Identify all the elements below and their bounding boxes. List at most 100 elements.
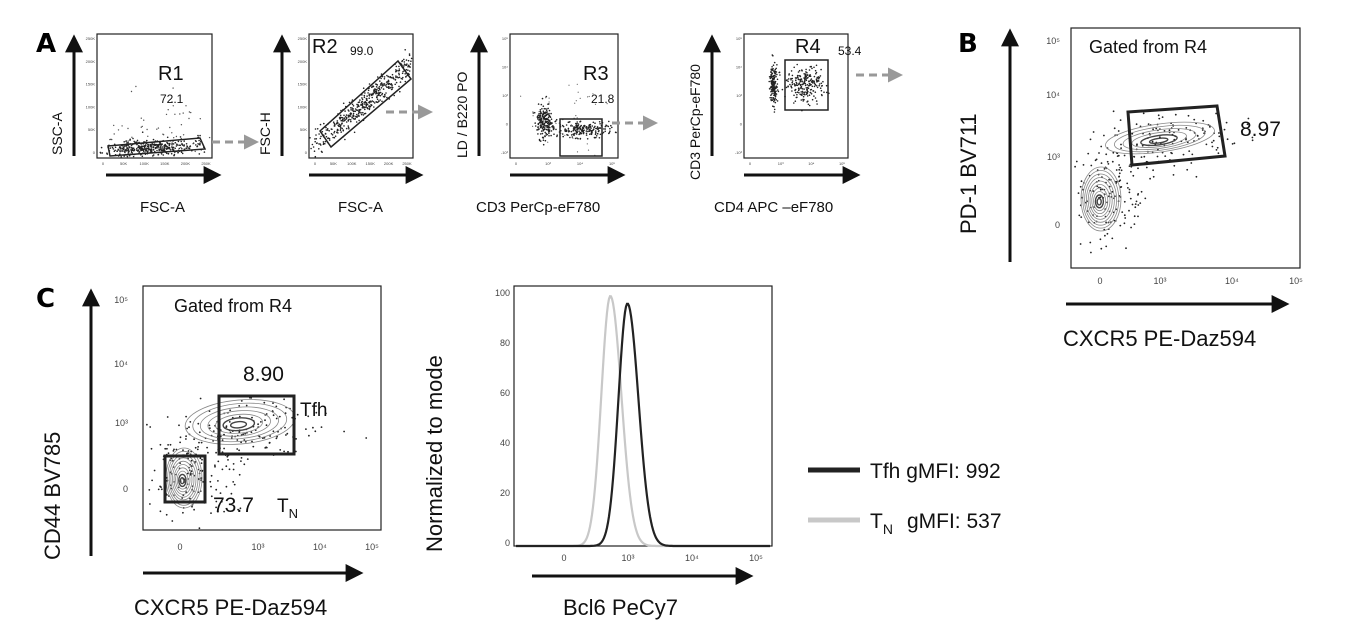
event-dot <box>1123 200 1126 203</box>
event-dot <box>1145 166 1148 169</box>
event-dot <box>539 116 541 119</box>
event-dot <box>166 416 169 418</box>
event-dot <box>370 104 373 106</box>
event-dot <box>153 469 156 472</box>
event-dot <box>799 84 802 87</box>
event-dot <box>819 87 822 89</box>
event-dot <box>185 491 188 494</box>
event-dot <box>368 101 370 104</box>
event-dot <box>127 140 129 142</box>
x-tick-label: 0 <box>561 553 566 563</box>
event-dot <box>295 438 297 440</box>
legend-label-tfh: Tfh gMFI: 992 <box>870 460 1001 483</box>
event-dot <box>1182 153 1185 156</box>
event-dot <box>541 108 543 110</box>
event-dot <box>355 115 358 118</box>
event-dot <box>541 127 544 130</box>
event-dot <box>576 131 579 134</box>
event-dot <box>772 97 775 99</box>
event-dot <box>795 79 797 81</box>
event-dot <box>252 445 255 448</box>
event-dot <box>161 146 164 148</box>
event-dot <box>771 90 773 92</box>
event-dot <box>136 139 139 142</box>
event-dot <box>265 446 267 449</box>
event-dot <box>537 128 540 130</box>
plot-frame <box>509 33 619 159</box>
event-dot <box>606 103 608 105</box>
event-dot <box>1118 168 1121 171</box>
event-dot <box>331 134 334 136</box>
event-dot <box>162 133 164 135</box>
event-dot <box>604 125 607 128</box>
event-dot <box>1107 163 1110 165</box>
event-dot <box>320 144 322 146</box>
event-dot <box>404 73 407 75</box>
event-dot <box>160 488 163 491</box>
event-dot <box>410 57 413 60</box>
event-dot <box>360 101 363 103</box>
event-dot <box>1077 192 1080 195</box>
event-dot <box>386 74 388 77</box>
event-dot <box>379 84 382 86</box>
contour-line <box>229 420 248 429</box>
event-dot <box>576 121 578 123</box>
event-dot <box>129 139 131 141</box>
event-dot <box>183 140 185 142</box>
event-dot <box>118 146 121 148</box>
event-dot <box>1128 191 1131 194</box>
event-dot <box>607 125 610 128</box>
event-dot <box>547 103 549 105</box>
event-dot <box>806 74 809 76</box>
event-dot <box>394 83 397 86</box>
event-dot <box>146 151 149 153</box>
event-dot <box>296 413 299 416</box>
event-dot <box>210 512 212 514</box>
event-dot <box>377 87 379 89</box>
event-dot <box>595 136 597 139</box>
event-dot <box>123 145 126 147</box>
event-dot <box>263 401 266 404</box>
event-dot <box>1152 175 1155 178</box>
event-dot <box>190 111 192 114</box>
event-dot <box>272 414 275 417</box>
event-dot <box>198 431 201 434</box>
event-dot <box>542 113 545 115</box>
event-dot <box>186 145 189 148</box>
gate-name-r4: R4 <box>795 36 821 58</box>
event-dot <box>237 508 240 511</box>
event-dot <box>586 128 588 131</box>
gate-r2 <box>319 59 413 149</box>
event-dot <box>114 146 117 149</box>
event-dot <box>771 72 774 75</box>
event-dot <box>541 132 544 135</box>
event-dot <box>351 107 353 109</box>
x-tick-label: 150K <box>366 161 376 166</box>
x-tick-label: 0 <box>515 161 518 166</box>
event-dot <box>328 137 331 140</box>
event-dot <box>140 117 142 119</box>
event-dot <box>539 110 542 113</box>
event-dot <box>794 84 796 86</box>
event-dot <box>126 142 128 144</box>
event-dot <box>128 151 130 153</box>
event-dot <box>332 136 334 139</box>
event-dot <box>1127 187 1129 189</box>
event-dot <box>283 398 285 401</box>
event-dot <box>100 146 103 149</box>
y-axis-label: CD44 BV785 <box>40 432 65 560</box>
event-dot <box>354 108 357 110</box>
event-dot <box>576 117 578 119</box>
event-dot <box>243 463 246 466</box>
event-dot <box>772 86 774 89</box>
event-dot <box>599 133 602 136</box>
event-dot <box>379 99 382 101</box>
event-dot <box>537 122 540 125</box>
event-dot <box>117 129 120 131</box>
event-dot <box>538 119 540 121</box>
event-dot <box>579 132 581 135</box>
event-dot <box>371 96 374 99</box>
event-dot <box>152 138 155 141</box>
event-dot <box>545 95 548 98</box>
y-tick-label: 0 <box>123 484 128 494</box>
